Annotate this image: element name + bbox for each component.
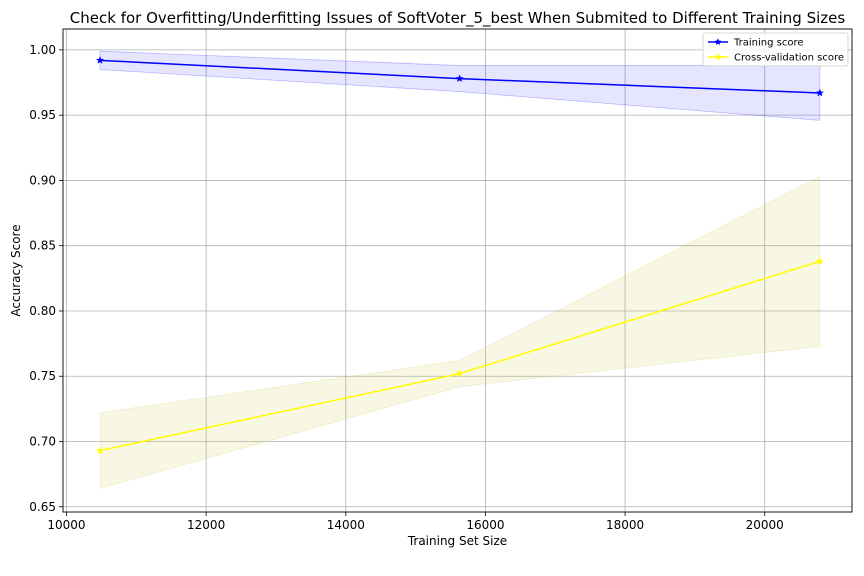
x-tick-label: 14000 [327, 518, 365, 532]
y-tick-label: 0.85 [29, 239, 56, 253]
x-axis-ticks: 10000 12000 14000 16000 18000 20000 [47, 512, 784, 532]
cross-validation-score-band [99, 175, 821, 490]
y-tick-label: 0.90 [29, 173, 56, 187]
cross-validation-score-point [815, 257, 824, 265]
plot-frame [62, 28, 853, 513]
training-score-point [815, 88, 824, 97]
legend-cross-validation-score-label: Cross-validation score [734, 53, 844, 64]
legend-cross-validation-score-marker [714, 53, 722, 61]
cross-validation-score-point [95, 446, 105, 455]
grid-lines [63, 29, 852, 512]
training-score-point [455, 74, 464, 83]
series-markers [95, 56, 824, 455]
x-tick-label: 12000 [187, 518, 225, 532]
y-tick-label: 0.95 [29, 108, 56, 122]
x-axis-label: Training Set Size [407, 534, 507, 548]
training-score-point [95, 56, 105, 64]
chart-title: Check for Overfitting/Underfitting Issue… [70, 9, 846, 28]
x-tick-label: 18000 [606, 518, 644, 532]
y-tick-label: 1.00 [29, 43, 56, 57]
legend: Training score Cross-validation score [702, 32, 849, 67]
y-tick-label: 0.65 [29, 500, 56, 514]
y-axis-ticks: 0.65 0.70 0.75 0.80 0.85 0.90 0.95 1.00 [29, 43, 63, 514]
x-tick-label: 16000 [466, 518, 504, 532]
legend-box [702, 32, 849, 67]
training-score-band [99, 50, 821, 121]
y-axis-label: Accuracy Score [9, 224, 23, 316]
legend-training-score-label: Training score [733, 38, 804, 49]
y-tick-label: 0.75 [29, 369, 56, 383]
x-tick-label: 10000 [47, 518, 85, 532]
confidence-bands [99, 50, 821, 490]
y-tick-label: 0.80 [29, 304, 56, 318]
legend-training-score-marker [714, 38, 722, 46]
y-tick-label: 0.70 [29, 435, 56, 449]
cross-validation-score-point [455, 369, 464, 378]
x-tick-label: 20000 [746, 518, 784, 532]
